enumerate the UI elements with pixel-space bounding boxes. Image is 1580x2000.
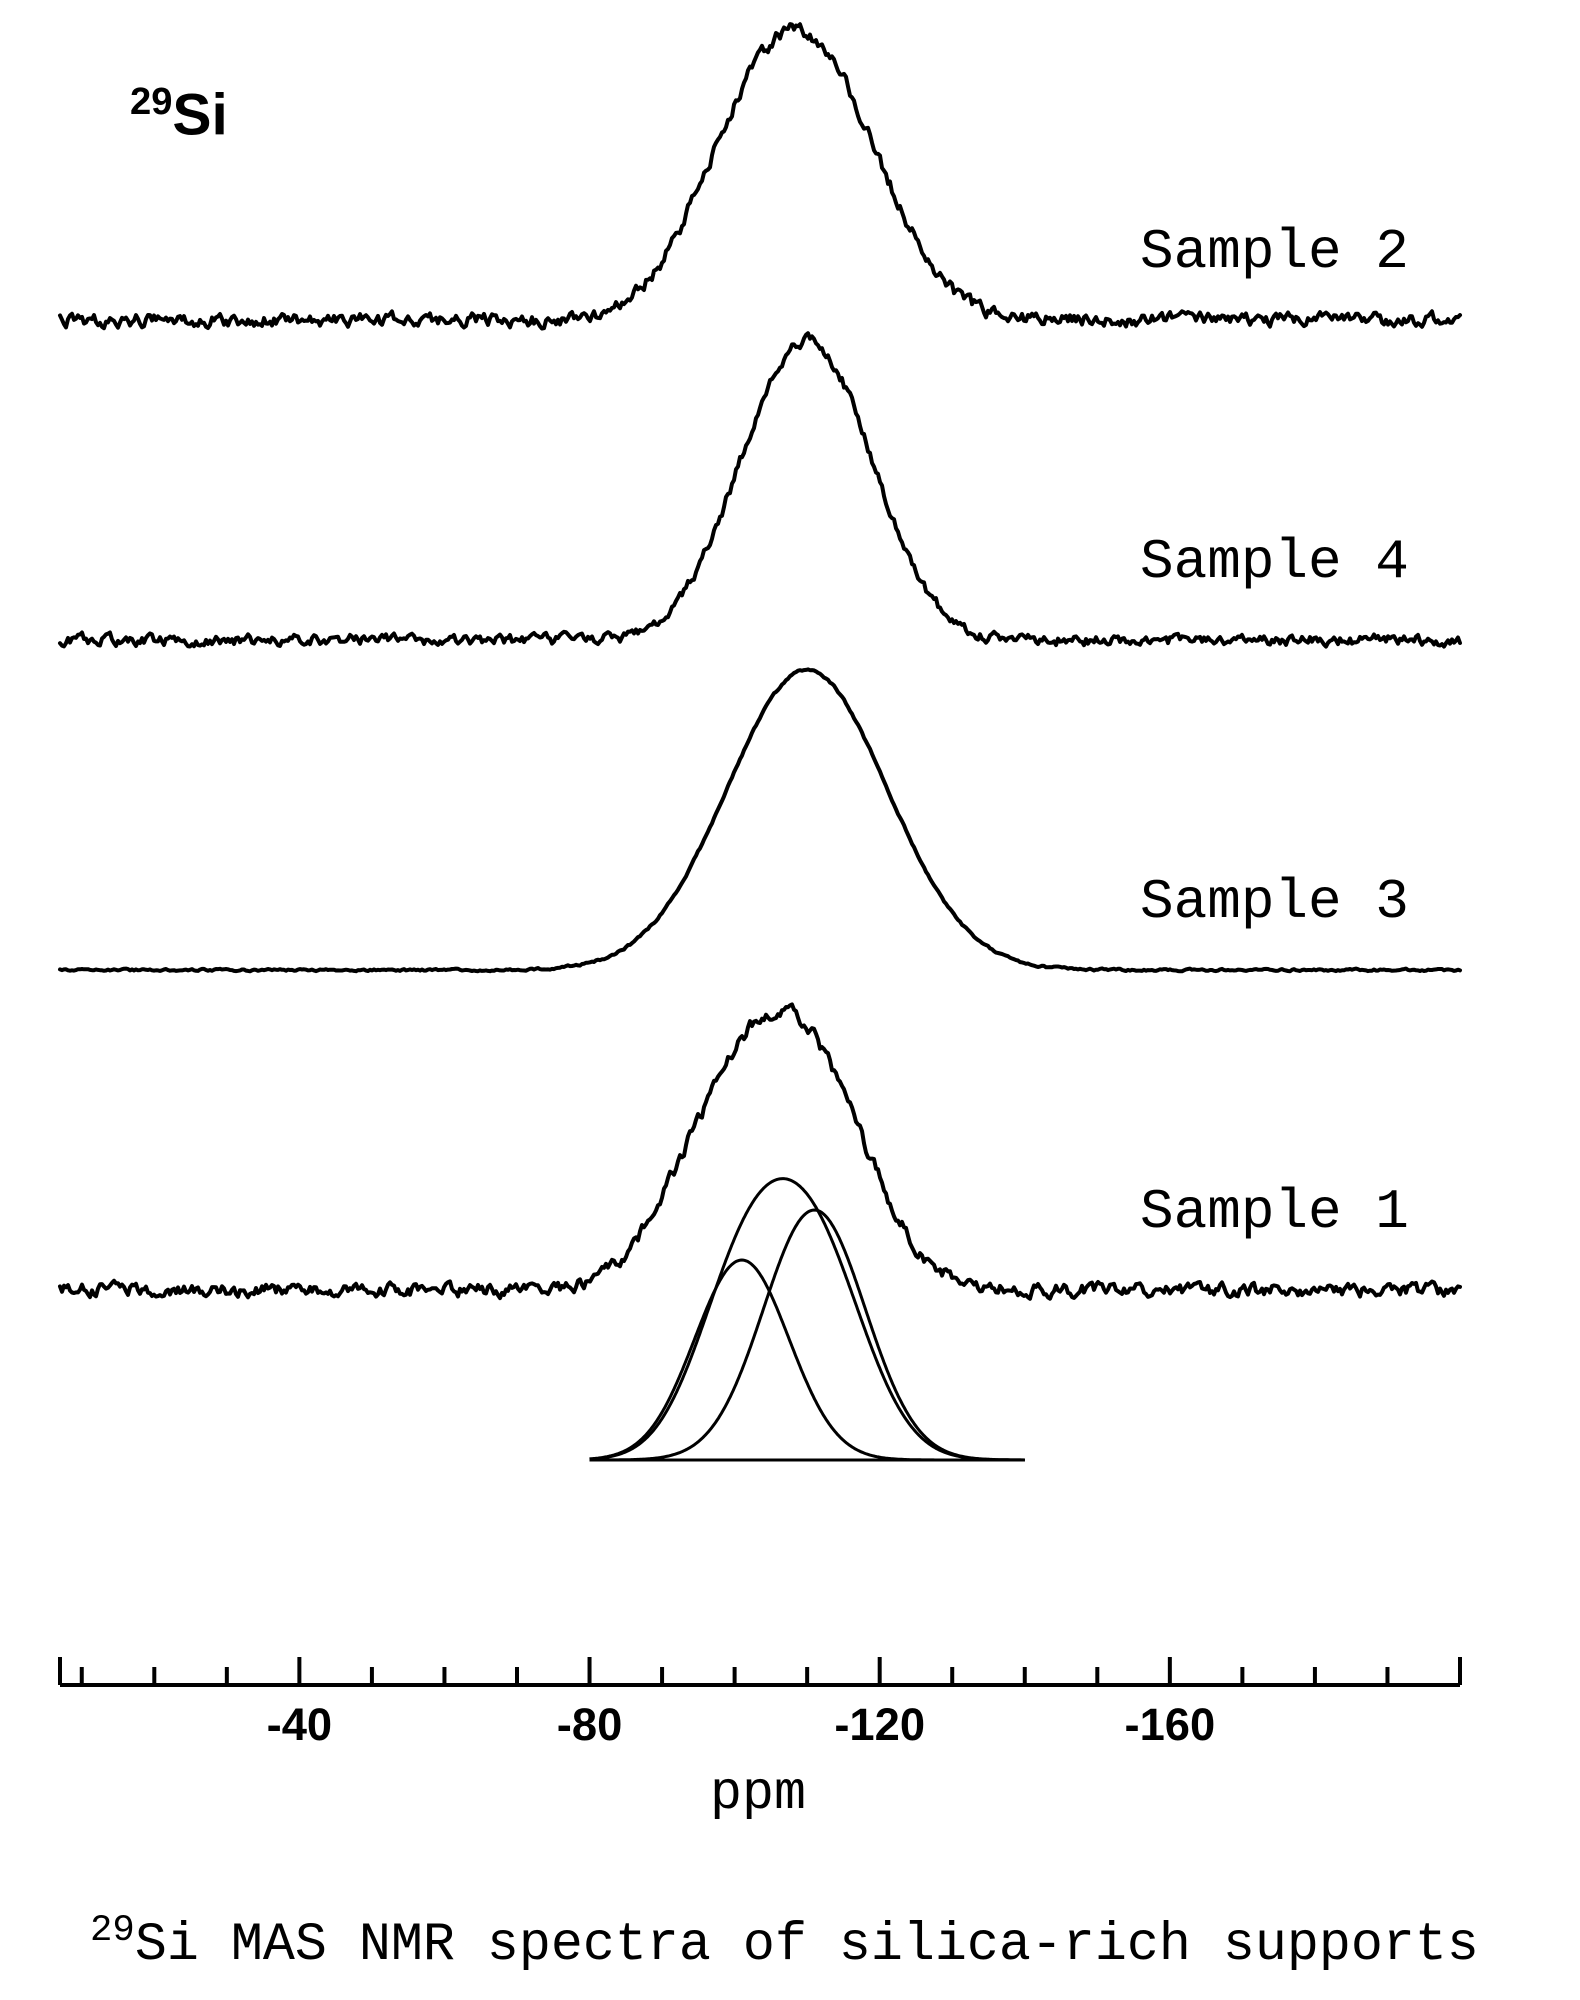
x-tick-label: -120 <box>834 1699 925 1750</box>
label-sample1: Sample 1 <box>1140 1180 1409 1244</box>
x-tick-label: -160 <box>1124 1699 1215 1750</box>
label-sample4: Sample 4 <box>1140 530 1409 594</box>
x-tick-label: -40 <box>267 1699 333 1750</box>
nucleus-label: 29Si <box>130 80 228 149</box>
deconv-sum <box>590 1179 1025 1460</box>
spectrum-sample4 <box>60 333 1460 646</box>
figure-caption: 29Si MAS NMR spectra of silica-rich supp… <box>90 1910 1479 1976</box>
x-axis-unit: ppm <box>710 1765 806 1825</box>
label-sample3: Sample 3 <box>1140 870 1409 934</box>
x-tick-label: -80 <box>557 1699 623 1750</box>
label-sample2: Sample 2 <box>1140 220 1409 284</box>
nmr-spectra-chart: -40 -80 -120 -160 <box>0 0 1580 2000</box>
spectrum-sample1 <box>60 1004 1460 1298</box>
